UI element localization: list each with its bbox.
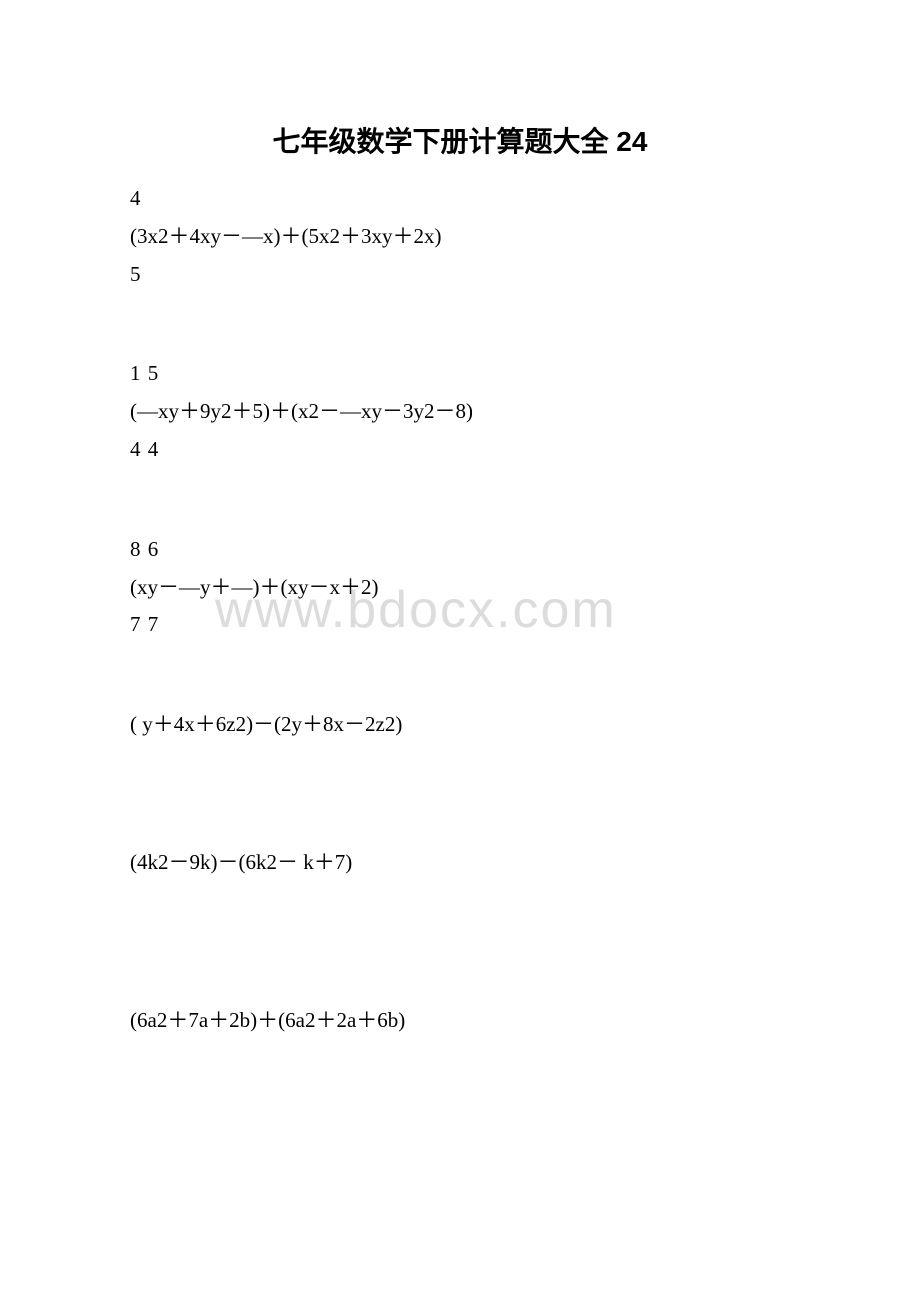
math-problem: (6a2＋7a＋2b)＋(6a2＋2a＋6b) (130, 1002, 790, 1040)
math-problem: 4 (3x2＋4xy－—x)＋(5x2＋3xy＋2x) 5 (130, 180, 790, 293)
problem-line: 4 4 (130, 431, 790, 469)
math-problem: (4k2－9k)－(6k2－ k＋7) (130, 844, 790, 882)
problem-line: ( y＋4x＋6z2)－(2y＋8x－2z2) (130, 706, 790, 744)
document-content: 七年级数学下册计算题大全 24 4 (3x2＋4xy－—x)＋(5x2＋3xy＋… (130, 120, 790, 1040)
problem-line: (3x2＋4xy－—x)＋(5x2＋3xy＋2x) (130, 218, 790, 256)
math-problem: 8 6 (xy－—y＋—)＋(xy－x＋2) 7 7 (130, 531, 790, 644)
problem-line: (6a2＋7a＋2b)＋(6a2＋2a＋6b) (130, 1002, 790, 1040)
problem-line: (xy－—y＋—)＋(xy－x＋2) (130, 569, 790, 607)
page-title: 七年级数学下册计算题大全 24 (130, 120, 790, 160)
problem-line: 4 (130, 180, 790, 218)
problem-line: 1 5 (130, 355, 790, 393)
problem-line: 5 (130, 256, 790, 294)
problem-line: (—xy＋9y2＋5)＋(x2－—xy－3y2－8) (130, 393, 790, 431)
problem-line: 8 6 (130, 531, 790, 569)
problem-line: 7 7 (130, 606, 790, 644)
problem-line: (4k2－9k)－(6k2－ k＋7) (130, 844, 790, 882)
math-problem: ( y＋4x＋6z2)－(2y＋8x－2z2) (130, 706, 790, 744)
math-problem: 1 5 (—xy＋9y2＋5)＋(x2－—xy－3y2－8) 4 4 (130, 355, 790, 468)
